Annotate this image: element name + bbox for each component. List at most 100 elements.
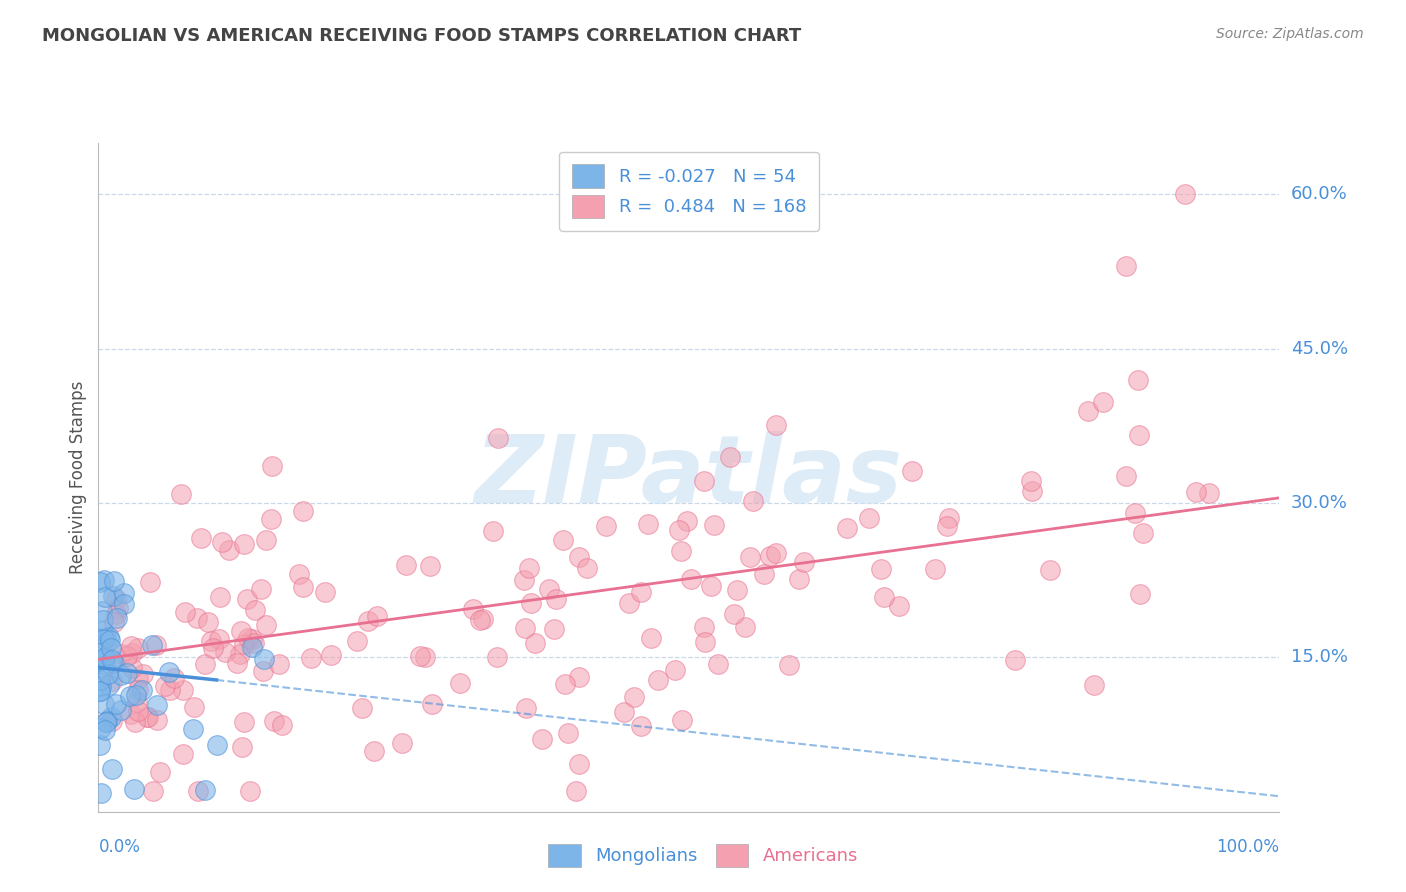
Point [236, 631, 259, 645]
Point [267, 657, 290, 671]
Point [89, 684, 111, 698]
Text: 60.0%: 60.0% [1291, 186, 1347, 203]
Point [194, 657, 217, 671]
Point [793, 555, 815, 569]
Point [530, 731, 553, 746]
Point [96, 714, 118, 728]
Point [869, 562, 891, 576]
Point [232, 636, 254, 650]
Point [485, 650, 508, 665]
Point [517, 561, 540, 575]
Point [537, 582, 560, 597]
Point [170, 487, 193, 501]
Point [936, 518, 959, 533]
Point [172, 747, 194, 761]
Point [121, 661, 143, 675]
Point [695, 635, 717, 649]
Point [752, 567, 775, 582]
Point [1174, 187, 1197, 202]
Point [357, 614, 380, 628]
Point [363, 744, 385, 758]
Point [89, 575, 111, 590]
Text: Source: ZipAtlas.com: Source: ZipAtlas.com [1216, 27, 1364, 41]
Point [1021, 483, 1043, 498]
Point [149, 764, 172, 779]
Point [127, 704, 149, 718]
Point [887, 599, 910, 613]
Point [700, 579, 723, 593]
Point [90, 786, 112, 800]
Point [103, 615, 125, 629]
Point [90, 653, 112, 667]
Point [515, 700, 537, 714]
Point [145, 638, 167, 652]
Point [153, 680, 176, 694]
Point [482, 524, 505, 538]
Point [97, 631, 120, 645]
Point [141, 639, 163, 653]
Point [1126, 374, 1149, 388]
Point [110, 647, 132, 661]
Point [110, 703, 132, 717]
Point [159, 683, 181, 698]
Point [163, 671, 186, 685]
Point [103, 574, 125, 588]
Point [449, 675, 471, 690]
Point [208, 632, 231, 646]
Point [240, 640, 263, 655]
Point [124, 782, 146, 797]
Point [172, 682, 194, 697]
Point [127, 683, 149, 698]
Point [89, 673, 111, 687]
Point [201, 640, 224, 655]
Point [553, 533, 575, 547]
Y-axis label: Receiving Food Stamps: Receiving Food Stamps [69, 381, 87, 574]
Point [292, 580, 315, 594]
Point [1115, 259, 1137, 273]
Point [742, 494, 765, 508]
Point [90, 721, 112, 735]
Point [127, 694, 149, 708]
Text: 45.0%: 45.0% [1291, 340, 1348, 358]
Point [262, 459, 284, 474]
Point [554, 677, 576, 691]
Point [104, 592, 127, 607]
Point [630, 718, 652, 732]
Point [1083, 678, 1105, 692]
Point [288, 566, 311, 581]
Point [228, 647, 250, 661]
Point [1185, 485, 1208, 500]
Point [640, 631, 662, 645]
Point [938, 511, 960, 525]
Point [1077, 403, 1099, 417]
Point [93, 573, 115, 587]
Point [186, 611, 208, 625]
Point [366, 608, 388, 623]
Point [543, 623, 565, 637]
Legend: R = -0.027   N = 54, R =  0.484   N = 168: R = -0.027 N = 54, R = 0.484 N = 168 [560, 152, 818, 231]
Point [89, 684, 111, 698]
Point [124, 715, 146, 730]
Point [1128, 428, 1150, 442]
Point [637, 516, 659, 531]
Point [209, 590, 232, 604]
Point [321, 648, 343, 663]
Point [413, 650, 436, 665]
Point [260, 512, 283, 526]
Point [647, 673, 669, 687]
Legend: Mongolians, Americans: Mongolians, Americans [541, 837, 865, 874]
Point [758, 549, 780, 564]
Point [90, 679, 112, 693]
Point [115, 665, 138, 680]
Point [557, 725, 579, 739]
Point [146, 714, 169, 728]
Point [91, 613, 114, 627]
Point [200, 634, 222, 648]
Point [299, 651, 322, 665]
Point [243, 635, 266, 649]
Point [564, 784, 586, 798]
Point [225, 656, 247, 670]
Point [619, 596, 641, 610]
Point [271, 718, 294, 732]
Point [858, 511, 880, 525]
